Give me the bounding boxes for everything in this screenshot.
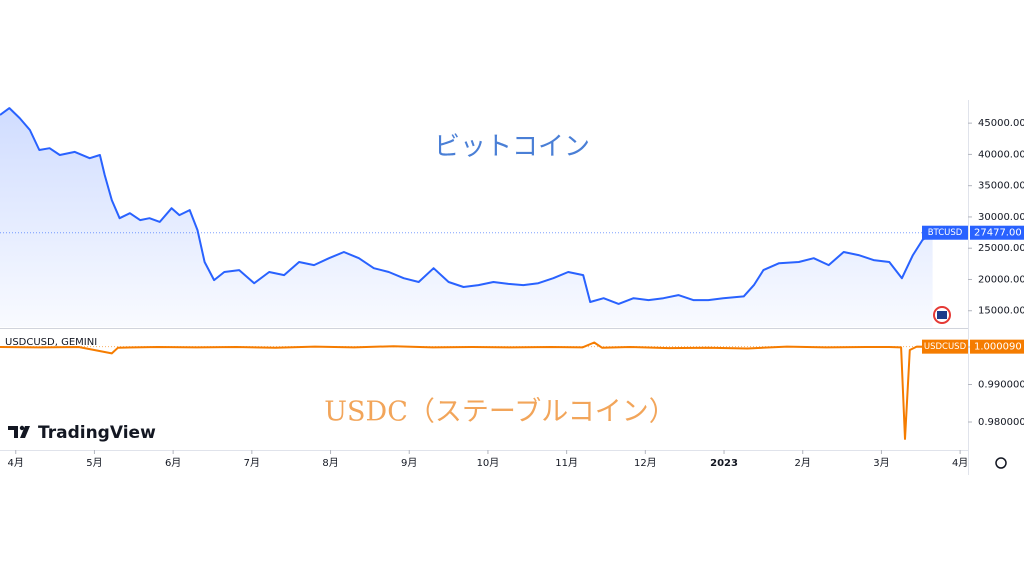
y-tick-label: 45000.00 xyxy=(978,118,1024,129)
flag-body xyxy=(937,311,947,319)
y-tick-label: 20000.00 xyxy=(978,274,1024,285)
x-tick-label: 4月 xyxy=(8,457,24,469)
price-tag xyxy=(970,225,1024,240)
flag-icon xyxy=(933,306,951,324)
line xyxy=(0,107,934,305)
x-tick-label: 12月 xyxy=(634,457,657,469)
logo-slash xyxy=(20,426,30,438)
price-label: 27477.00 xyxy=(974,228,1022,239)
y-tick-label: 0.990000 xyxy=(978,379,1024,390)
x-tick-label: 10月 xyxy=(477,457,500,469)
logo-dot xyxy=(19,425,25,431)
gear[interactable] xyxy=(995,457,1007,469)
x-tick-label: 5月 xyxy=(86,457,102,469)
series-name-tag xyxy=(922,225,968,240)
x-tick-label: 3月 xyxy=(873,457,889,469)
price-tag xyxy=(970,339,1024,354)
logo-text: TradingView xyxy=(38,423,156,443)
y-tick-label: 30000.00 xyxy=(978,212,1024,223)
series-name: USDCUSD xyxy=(924,342,967,352)
x-tick-label: 2023 xyxy=(710,458,738,469)
pane-legend: USDCUSD, GEMINI xyxy=(5,337,97,348)
x-tick-label: 8月 xyxy=(322,457,338,469)
price-label: 1.000090 xyxy=(974,342,1022,353)
x-tick-label: 2月 xyxy=(795,457,811,469)
x-tick-label: 7月 xyxy=(244,457,260,469)
series-name-tag xyxy=(922,339,968,354)
annotation: ビットコイン xyxy=(434,132,590,162)
y-tick-label: 0.980000 xyxy=(978,417,1024,428)
logo-icon xyxy=(8,425,30,438)
area xyxy=(0,108,933,327)
x-tick-label: 6月 xyxy=(165,457,181,469)
logo-mark xyxy=(8,426,18,438)
y-tick-label: 15000.00 xyxy=(978,306,1024,317)
annotation: USDC（ステーブルコイン） xyxy=(324,397,675,428)
y-tick-label: 35000.00 xyxy=(978,181,1024,192)
y-tick-label: 40000.00 xyxy=(978,149,1024,160)
x-tick-label: 9月 xyxy=(401,457,417,469)
settings-icon[interactable] xyxy=(995,457,1007,469)
x-tick-label: 4月 xyxy=(952,457,968,469)
y-tick-label: 25000.00 xyxy=(978,243,1024,254)
x-tick-label: 11月 xyxy=(555,457,578,469)
series-name: BTCUSD xyxy=(928,228,963,238)
